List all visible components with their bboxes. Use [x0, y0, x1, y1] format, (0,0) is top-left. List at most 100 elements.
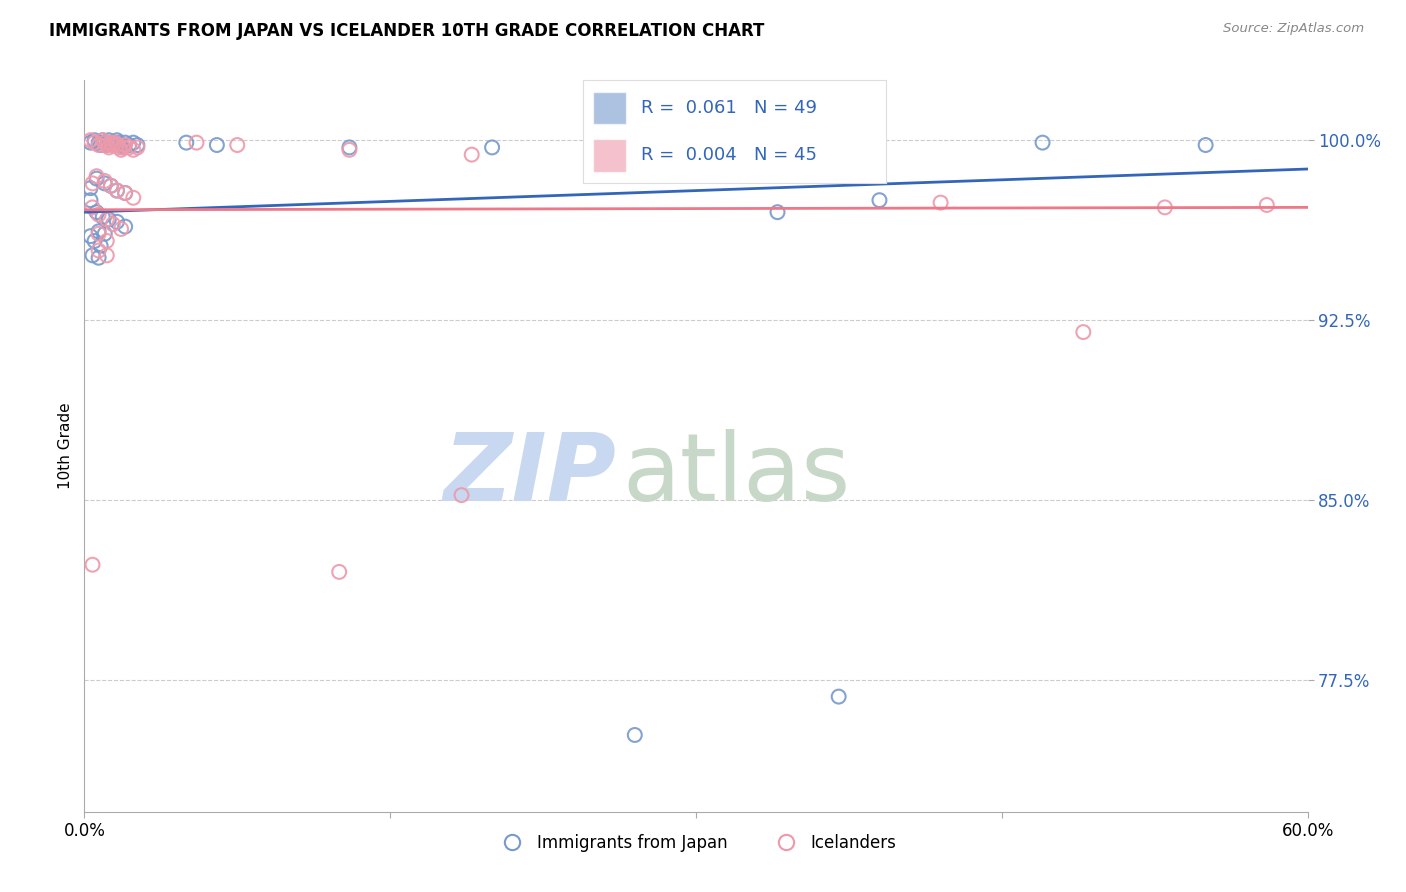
- Point: [339, 143, 361, 157]
- Point: [83, 133, 105, 147]
- Point: [82, 200, 104, 214]
- Point: [110, 222, 132, 236]
- Point: [87, 208, 110, 222]
- Point: [1073, 325, 1095, 339]
- Point: [174, 136, 197, 150]
- Point: [93, 174, 115, 188]
- Point: [110, 143, 132, 157]
- Point: [328, 565, 350, 579]
- Point: [114, 138, 136, 153]
- Point: [1154, 200, 1177, 214]
- Point: [461, 147, 484, 161]
- Point: [105, 215, 128, 229]
- Point: [93, 227, 115, 241]
- Point: [86, 169, 108, 184]
- Point: [79, 181, 101, 195]
- Point: [624, 728, 647, 742]
- Point: [79, 133, 101, 147]
- Point: [104, 136, 127, 150]
- Point: [127, 138, 149, 153]
- Text: R =  0.061   N = 49: R = 0.061 N = 49: [641, 99, 817, 117]
- Point: [122, 136, 145, 150]
- Point: [114, 136, 136, 150]
- Point: [112, 140, 135, 154]
- Point: [96, 234, 118, 248]
- Point: [186, 136, 208, 150]
- Text: ZIP: ZIP: [443, 429, 616, 521]
- Point: [87, 244, 110, 258]
- Point: [86, 171, 108, 186]
- Point: [91, 133, 114, 147]
- Point: [101, 138, 124, 153]
- Point: [205, 138, 228, 153]
- Point: [108, 140, 131, 154]
- Point: [118, 140, 141, 154]
- Point: [90, 138, 112, 153]
- Point: [97, 212, 120, 227]
- Point: [100, 136, 122, 150]
- Point: [339, 140, 361, 154]
- Point: [112, 140, 135, 154]
- Point: [96, 138, 118, 153]
- Point: [828, 690, 851, 704]
- Point: [450, 488, 472, 502]
- Point: [1256, 198, 1278, 212]
- Point: [869, 193, 891, 207]
- Point: [104, 136, 127, 150]
- Point: [100, 136, 122, 150]
- Legend: Immigrants from Japan, Icelanders: Immigrants from Japan, Icelanders: [488, 827, 904, 858]
- Point: [101, 138, 124, 153]
- Point: [787, 136, 810, 150]
- Point: [79, 136, 101, 150]
- Point: [766, 205, 789, 219]
- Point: [108, 136, 131, 150]
- Point: [127, 140, 149, 154]
- Text: atlas: atlas: [623, 429, 851, 521]
- Point: [114, 186, 136, 200]
- Point: [105, 184, 128, 198]
- Point: [79, 229, 101, 244]
- Text: Source: ZipAtlas.com: Source: ZipAtlas.com: [1223, 22, 1364, 36]
- FancyBboxPatch shape: [592, 92, 626, 124]
- Point: [1032, 136, 1054, 150]
- Point: [929, 195, 952, 210]
- Point: [226, 138, 249, 153]
- Point: [83, 234, 105, 248]
- Text: R =  0.004   N = 45: R = 0.004 N = 45: [641, 146, 817, 164]
- Point: [87, 136, 110, 150]
- Point: [82, 177, 104, 191]
- FancyBboxPatch shape: [592, 139, 626, 171]
- Point: [122, 143, 145, 157]
- Point: [101, 217, 124, 231]
- Text: IMMIGRANTS FROM JAPAN VS ICELANDER 10TH GRADE CORRELATION CHART: IMMIGRANTS FROM JAPAN VS ICELANDER 10TH …: [49, 22, 765, 40]
- Point: [1195, 138, 1218, 153]
- Point: [87, 251, 110, 265]
- Point: [93, 136, 115, 150]
- Point: [86, 205, 108, 219]
- Point: [96, 212, 118, 227]
- Point: [87, 138, 110, 153]
- Point: [114, 219, 136, 234]
- Point: [82, 248, 104, 262]
- Point: [93, 177, 115, 191]
- Point: [91, 210, 114, 224]
- Point: [100, 178, 122, 193]
- Point: [105, 184, 128, 198]
- Point: [82, 558, 104, 572]
- Point: [481, 140, 503, 154]
- Point: [87, 227, 110, 241]
- Point: [97, 140, 120, 154]
- Point: [79, 193, 101, 207]
- Point: [122, 191, 145, 205]
- Point: [110, 138, 132, 153]
- Point: [91, 133, 114, 147]
- Point: [93, 136, 115, 150]
- Point: [97, 133, 120, 147]
- Point: [105, 138, 128, 153]
- Point: [83, 136, 105, 150]
- Y-axis label: 10th Grade: 10th Grade: [58, 402, 73, 490]
- Point: [96, 138, 118, 153]
- Point: [87, 224, 110, 238]
- Point: [105, 133, 128, 147]
- Point: [118, 138, 141, 153]
